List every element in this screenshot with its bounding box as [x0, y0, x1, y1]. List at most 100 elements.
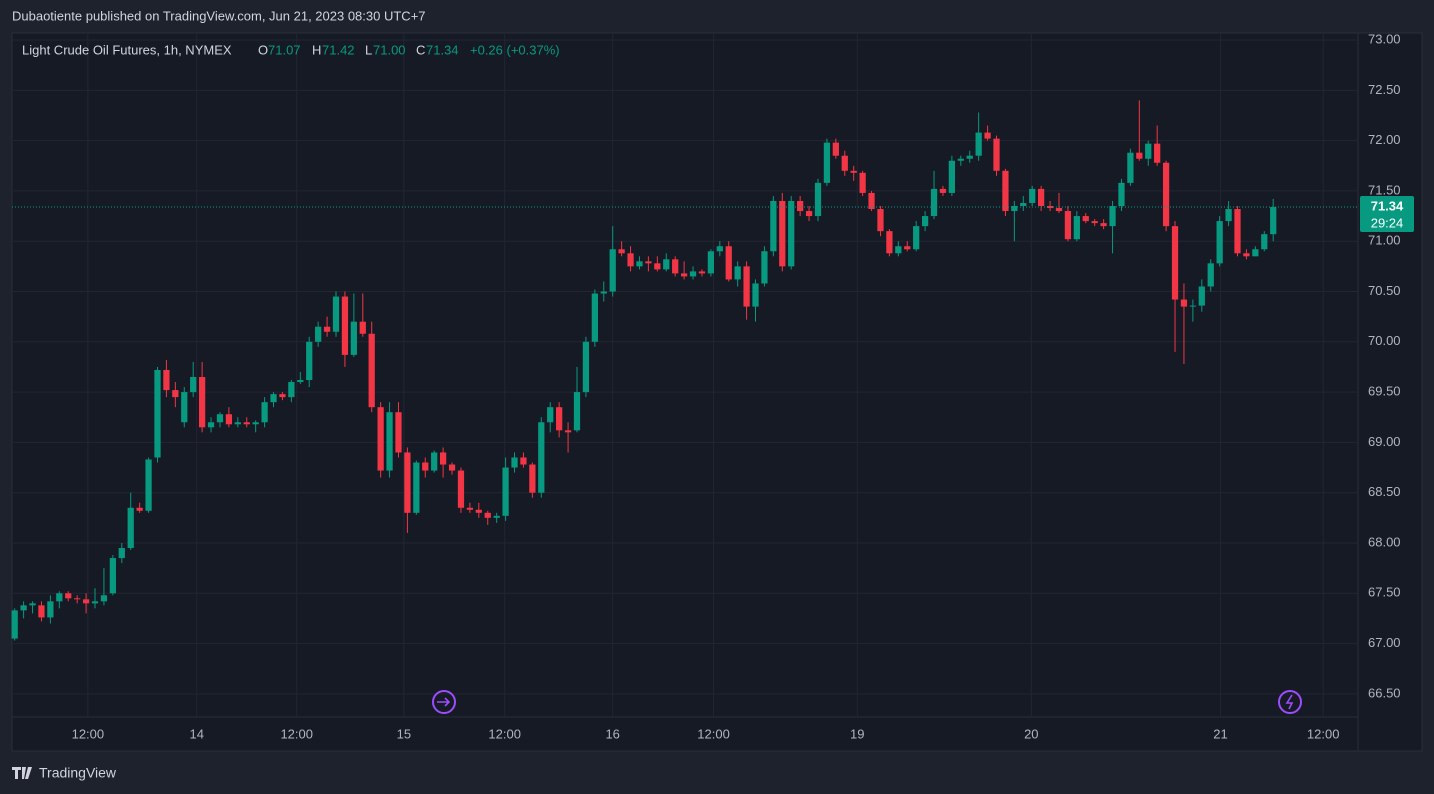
candle-body: [921, 216, 929, 227]
candle-body: [1225, 209, 1232, 222]
candle-body: [654, 263, 661, 270]
logo-text: TradingView: [39, 765, 117, 781]
candle-body: [475, 509, 482, 513]
candle-body: [216, 414, 224, 423]
candle-body: [805, 211, 813, 217]
y-tick-label: 73.00: [1368, 31, 1401, 46]
candle-body: [904, 246, 911, 250]
publisher-text: Dubaotiente published on TradingView.com…: [12, 8, 426, 23]
candle-body: [868, 192, 875, 210]
x-tick-label: 12:00: [280, 726, 313, 741]
candle-body: [1127, 152, 1134, 183]
candle-body: [618, 249, 625, 254]
candles: [11, 100, 1277, 641]
symbol: Light Crude Oil Futures, 1h, NYMEX: [22, 42, 232, 57]
candle-body: [1002, 170, 1009, 212]
candle-body: [207, 422, 215, 428]
event-icon[interactable]: [432, 690, 456, 714]
candle-body: [1180, 299, 1188, 307]
candle-body: [431, 452, 438, 471]
candle-body: [243, 422, 250, 425]
candle-body: [538, 422, 545, 493]
candle-body: [377, 407, 384, 471]
candle-body: [404, 452, 411, 513]
candle-body: [689, 271, 697, 277]
candle-body: [136, 507, 143, 511]
candle-body: [752, 283, 759, 307]
candle-body: [11, 610, 18, 639]
event-icon[interactable]: [1278, 690, 1302, 714]
price-tag: [1360, 196, 1414, 233]
y-tick-label: 69.50: [1368, 384, 1401, 399]
x-tick-label: 12:00: [488, 726, 521, 741]
candle-body: [279, 394, 286, 398]
candle-body: [1162, 162, 1170, 227]
candle-body: [493, 515, 500, 518]
x-tick-label: 20: [1024, 726, 1038, 741]
candle-body: [564, 430, 572, 433]
candle-body: [270, 394, 277, 403]
candle-body: [948, 160, 956, 193]
o-label: O: [258, 42, 268, 57]
candle-body: [975, 132, 982, 156]
candle-body: [234, 422, 241, 425]
y-tick-label: 70.50: [1368, 283, 1401, 298]
candle-body: [1234, 209, 1241, 254]
candle-body: [350, 321, 357, 355]
candle-body: [823, 142, 831, 183]
candle-body: [82, 599, 90, 604]
candle-body: [877, 209, 884, 232]
candle-body: [100, 595, 108, 602]
candle-body: [118, 548, 125, 559]
candle-body: [993, 138, 1000, 171]
candle-body: [1171, 226, 1179, 300]
candle-body: [1136, 152, 1143, 159]
candle-body: [109, 558, 116, 594]
candle-body: [127, 507, 134, 549]
x-tick-label: 12:00: [1307, 726, 1340, 741]
candle-body: [779, 200, 786, 267]
candle-body: [707, 251, 715, 274]
candle-body: [850, 170, 857, 173]
candle-body: [1064, 211, 1072, 240]
candle-body: [698, 271, 706, 274]
candle-body: [627, 253, 634, 267]
h-value: 71.42: [322, 42, 355, 57]
candle-body: [315, 326, 322, 342]
x-tick-label: 16: [605, 726, 619, 741]
candle-body: [1270, 207, 1277, 235]
candle-body: [743, 266, 750, 307]
candle-body: [323, 326, 331, 332]
candle-body: [332, 296, 340, 332]
logo[interactable]: TradingView: [12, 765, 117, 781]
y-tick-label: 67.50: [1368, 585, 1401, 600]
candle-body: [154, 369, 161, 458]
candle-body: [1073, 216, 1080, 240]
candle-body: [395, 412, 402, 453]
candle-body: [529, 464, 536, 493]
candle-body: [939, 188, 947, 193]
price-tag-countdown: 29:24: [1371, 215, 1404, 230]
candle-body: [547, 407, 554, 423]
x-tick-label: 14: [190, 726, 204, 741]
candle-body: [47, 601, 54, 618]
candle-body: [288, 382, 295, 398]
candle-body: [582, 341, 590, 393]
candle-body: [145, 459, 152, 511]
grid: [12, 33, 1358, 717]
candle-body: [439, 452, 447, 465]
candle-body: [181, 392, 188, 423]
candle-body: [591, 293, 598, 342]
candle-body: [448, 464, 456, 471]
candle-body: [859, 172, 866, 193]
candle-body: [163, 369, 170, 391]
change: +0.26 (+0.37%): [470, 42, 560, 57]
candle-body: [65, 593, 72, 599]
candle-body: [261, 402, 268, 423]
candle-body: [1100, 223, 1107, 227]
candle-body: [734, 266, 741, 280]
candle-body: [1020, 202, 1027, 207]
candle-body: [841, 155, 848, 171]
y-tick-label: 68.50: [1368, 484, 1401, 499]
candle-body: [770, 200, 777, 252]
